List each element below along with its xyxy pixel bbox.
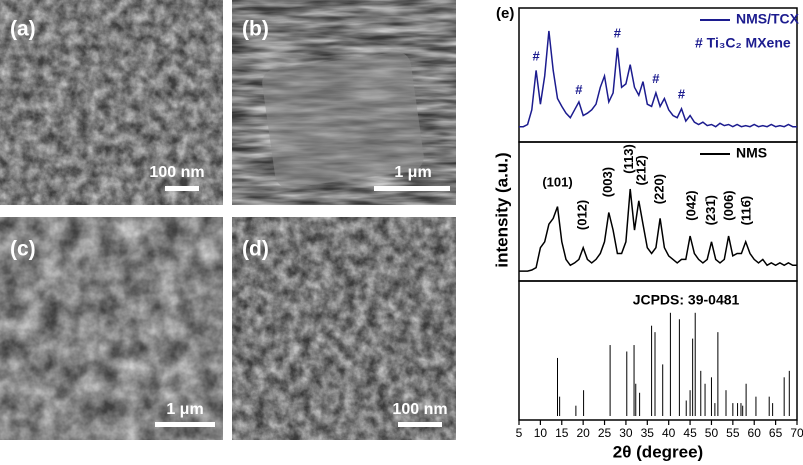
scale-text: 100 nm xyxy=(392,401,447,418)
x-tick-label: 70 xyxy=(790,426,803,440)
x-tick-label: 25 xyxy=(598,426,612,440)
peak-label: # xyxy=(614,26,622,41)
sem-texture xyxy=(0,0,223,205)
x-tick-label: 5 xyxy=(516,426,523,440)
peak-label: (116̄) xyxy=(738,196,753,226)
legend-label: NMS xyxy=(736,145,767,161)
scale-text: 100 nm xyxy=(149,164,204,181)
x-tick-label: 40 xyxy=(662,426,676,440)
plot-frame xyxy=(518,280,798,421)
xrd-line xyxy=(519,30,797,128)
panel-label: (a) xyxy=(10,18,36,41)
peak-label: (231̄) xyxy=(703,195,718,225)
legend-note: # Ti₃C₂ MXene xyxy=(695,35,791,51)
x-tick-label: 50 xyxy=(705,426,719,440)
x-tick-label: 35 xyxy=(641,426,655,440)
x-tick-label: 10 xyxy=(534,426,548,440)
x-tick-label: 60 xyxy=(748,426,762,440)
scale-text: 1 μm xyxy=(394,164,431,181)
peak-label: (113) xyxy=(621,144,636,174)
x-tick-label: 20 xyxy=(576,426,590,440)
sem-texture xyxy=(0,217,223,440)
scale-text: 1 μm xyxy=(166,401,203,418)
x-tick-label: 15 xyxy=(555,426,569,440)
peak-label: (101) xyxy=(542,175,572,190)
peak-label: (212̄) xyxy=(634,155,649,185)
y-axis-label: intensity (a.u.) xyxy=(492,152,511,267)
x-axis-label: 2θ (degree) xyxy=(613,442,703,461)
xrd-chart: NMS/TCX # Ti₃C₂ MXene # # # # # (e) NMS (101)(012… xyxy=(492,5,803,462)
x-tick-label: 55 xyxy=(726,426,740,440)
panel-label: (c) xyxy=(10,238,36,261)
x-tick-label: 45 xyxy=(683,426,697,440)
peak-label: (006) xyxy=(721,190,736,220)
legend-label: NMS/TCX xyxy=(736,11,800,27)
scale-bar xyxy=(155,422,215,427)
xrd-line xyxy=(519,188,797,272)
peak-label: (220) xyxy=(652,174,667,204)
peak-label: (042) xyxy=(684,190,699,220)
peak-label: # xyxy=(532,48,540,63)
peak-label: # xyxy=(652,71,660,86)
panel-label: (b) xyxy=(242,18,269,41)
peak-label: # xyxy=(575,82,583,97)
scale-bar xyxy=(165,186,199,191)
x-tick-label: 30 xyxy=(619,426,633,440)
panel-label: (e) xyxy=(496,5,514,22)
peak-label: # xyxy=(678,87,686,102)
panel-label: (d) xyxy=(242,238,269,261)
x-tick-label: 65 xyxy=(769,426,783,440)
sem-texture xyxy=(232,217,456,440)
peak-label: (012) xyxy=(575,200,590,230)
sem-panels: (a) (b) (c) (d) 100 nm 1 μm 1 μm 100 nm xyxy=(0,0,456,440)
reference-label: JCPDS: 39-0481 xyxy=(633,292,740,308)
scale-bar xyxy=(374,186,450,191)
sem-feature xyxy=(262,51,424,189)
peak-label: (003) xyxy=(600,167,615,197)
scale-bar xyxy=(398,422,442,427)
